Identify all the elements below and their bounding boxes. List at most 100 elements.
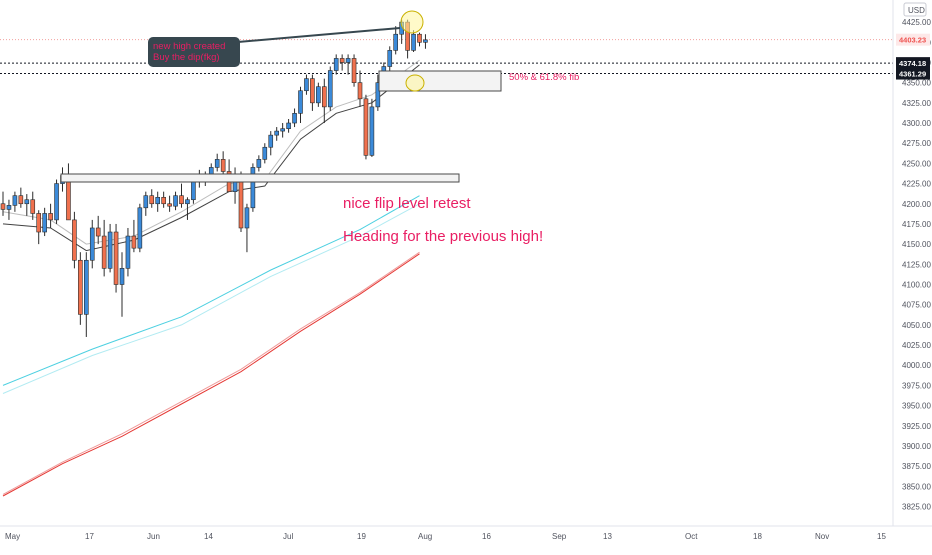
candle-body[interactable] xyxy=(113,231,119,285)
candle-body[interactable] xyxy=(351,58,357,83)
x-tick-label: Sep xyxy=(552,532,567,541)
price-tag: 4403.23 xyxy=(896,33,930,46)
dip-marker-ellipse[interactable] xyxy=(405,74,425,92)
candle-body[interactable] xyxy=(0,203,6,210)
candle-body[interactable] xyxy=(42,213,47,233)
candle-body[interactable] xyxy=(36,213,42,233)
price-tag-box xyxy=(896,57,930,70)
candle-body[interactable] xyxy=(375,82,381,108)
x-tick-label: May xyxy=(5,532,20,541)
candle-body[interactable] xyxy=(143,195,149,209)
candle-body[interactable] xyxy=(256,159,262,168)
callout-connector xyxy=(237,27,401,43)
candle-body[interactable] xyxy=(310,78,315,104)
candle-body[interactable] xyxy=(357,82,363,100)
candle-body[interactable] xyxy=(155,196,160,205)
candle-body[interactable] xyxy=(48,213,53,221)
annotations: new high created Buy the dip(fkg) 50% & … xyxy=(60,10,579,245)
candle-body[interactable] xyxy=(345,58,351,63)
candle-body[interactable] xyxy=(101,235,107,269)
candle-body[interactable] xyxy=(95,227,101,237)
y-tick-label: 4250.00 xyxy=(902,159,931,168)
candle-body[interactable] xyxy=(54,183,59,221)
price-axis[interactable]: 3825.00 3850.00 3875.00 3900.00 3925.00 3950.… xyxy=(892,0,931,526)
price-tag-label: 4403.23 xyxy=(899,36,926,45)
candle-body[interactable] xyxy=(191,179,196,201)
candle-body[interactable] xyxy=(179,195,184,205)
y-tick-label: 3950.00 xyxy=(902,402,931,411)
x-tick-label: 18 xyxy=(753,532,762,541)
candle-body[interactable] xyxy=(84,259,89,315)
y-tick-label: 4325.00 xyxy=(902,99,931,108)
candle-body[interactable] xyxy=(107,231,113,269)
callout-box[interactable] xyxy=(148,37,240,67)
candle-body[interactable] xyxy=(125,235,131,269)
candle-body[interactable] xyxy=(161,196,166,205)
y-tick-label: 3900.00 xyxy=(902,442,931,451)
candle-body[interactable] xyxy=(333,58,339,71)
fib-zone-box[interactable] xyxy=(378,70,502,92)
candle-body[interactable] xyxy=(298,90,303,114)
candle-body[interactable] xyxy=(423,39,428,43)
candle-body[interactable] xyxy=(89,227,95,261)
candle-body[interactable] xyxy=(149,195,155,205)
candle-body[interactable] xyxy=(72,219,77,261)
candle-body[interactable] xyxy=(393,33,399,51)
candle-body[interactable] xyxy=(137,207,143,249)
y-tick-label: 3975.00 xyxy=(902,381,931,390)
candle-body[interactable] xyxy=(417,33,422,43)
currency-badge[interactable]: USD xyxy=(903,2,927,17)
candle-body[interactable] xyxy=(173,195,178,207)
candle-body[interactable] xyxy=(12,195,18,206)
callout-line1: new high created xyxy=(153,41,225,52)
price-tags: 4403.23 4374.18 4361.29 xyxy=(896,33,930,80)
time-axis[interactable]: May 17 Jun 14 Jul 19 Aug 16 Sep 13 Oct 18 Nov 15 xyxy=(0,525,932,541)
heading-text: Heading for the previous high! xyxy=(343,228,543,245)
candle-body[interactable] xyxy=(131,235,137,249)
candle-body[interactable] xyxy=(321,86,327,108)
y-tick-label: 4025.00 xyxy=(902,341,931,350)
candle-body[interactable] xyxy=(292,113,297,124)
candle-body[interactable] xyxy=(78,259,83,315)
candle-body[interactable] xyxy=(18,195,24,205)
x-tick-label: Nov xyxy=(815,532,829,541)
candle-body[interactable] xyxy=(327,70,333,108)
x-tick-label: Aug xyxy=(418,532,432,541)
candle-body[interactable] xyxy=(6,205,12,210)
candle-body[interactable] xyxy=(30,199,36,214)
y-tick-label: 4175.00 xyxy=(902,220,931,229)
y-tick-label: 3850.00 xyxy=(902,482,931,491)
candle-body[interactable] xyxy=(268,134,274,148)
candle-body[interactable] xyxy=(238,179,244,229)
y-tick-label: 4275.00 xyxy=(902,139,931,148)
candle-body[interactable] xyxy=(339,58,345,63)
high-marker-ellipse[interactable] xyxy=(400,10,424,34)
candle-body[interactable] xyxy=(24,199,30,205)
candle-body[interactable] xyxy=(214,159,220,168)
candle-body[interactable] xyxy=(119,268,125,285)
x-tick-label: 19 xyxy=(357,532,366,541)
y-tick-label: 3925.00 xyxy=(902,422,931,431)
candle-body[interactable] xyxy=(250,167,256,209)
candle-body[interactable] xyxy=(280,128,285,132)
candle-body[interactable] xyxy=(262,146,268,160)
candle-body[interactable] xyxy=(363,98,369,156)
candle-body[interactable] xyxy=(369,106,375,156)
candle-body[interactable] xyxy=(411,33,416,51)
candle-body[interactable] xyxy=(244,207,250,229)
ma-line xyxy=(2,203,420,394)
y-tick-label: 4075.00 xyxy=(902,301,931,310)
flip-level-box[interactable] xyxy=(60,173,460,183)
candle-body[interactable] xyxy=(387,50,393,67)
candle-body[interactable] xyxy=(185,199,190,205)
candle-body[interactable] xyxy=(167,203,172,207)
candle-body[interactable] xyxy=(286,122,291,129)
callout-line2: Buy the dip(fkg) xyxy=(153,52,220,63)
candle-body[interactable] xyxy=(220,159,226,172)
candle-body[interactable] xyxy=(274,130,280,136)
candle-body[interactable] xyxy=(304,78,309,92)
x-tick-label: 14 xyxy=(204,532,213,541)
candle-body[interactable] xyxy=(316,86,321,104)
